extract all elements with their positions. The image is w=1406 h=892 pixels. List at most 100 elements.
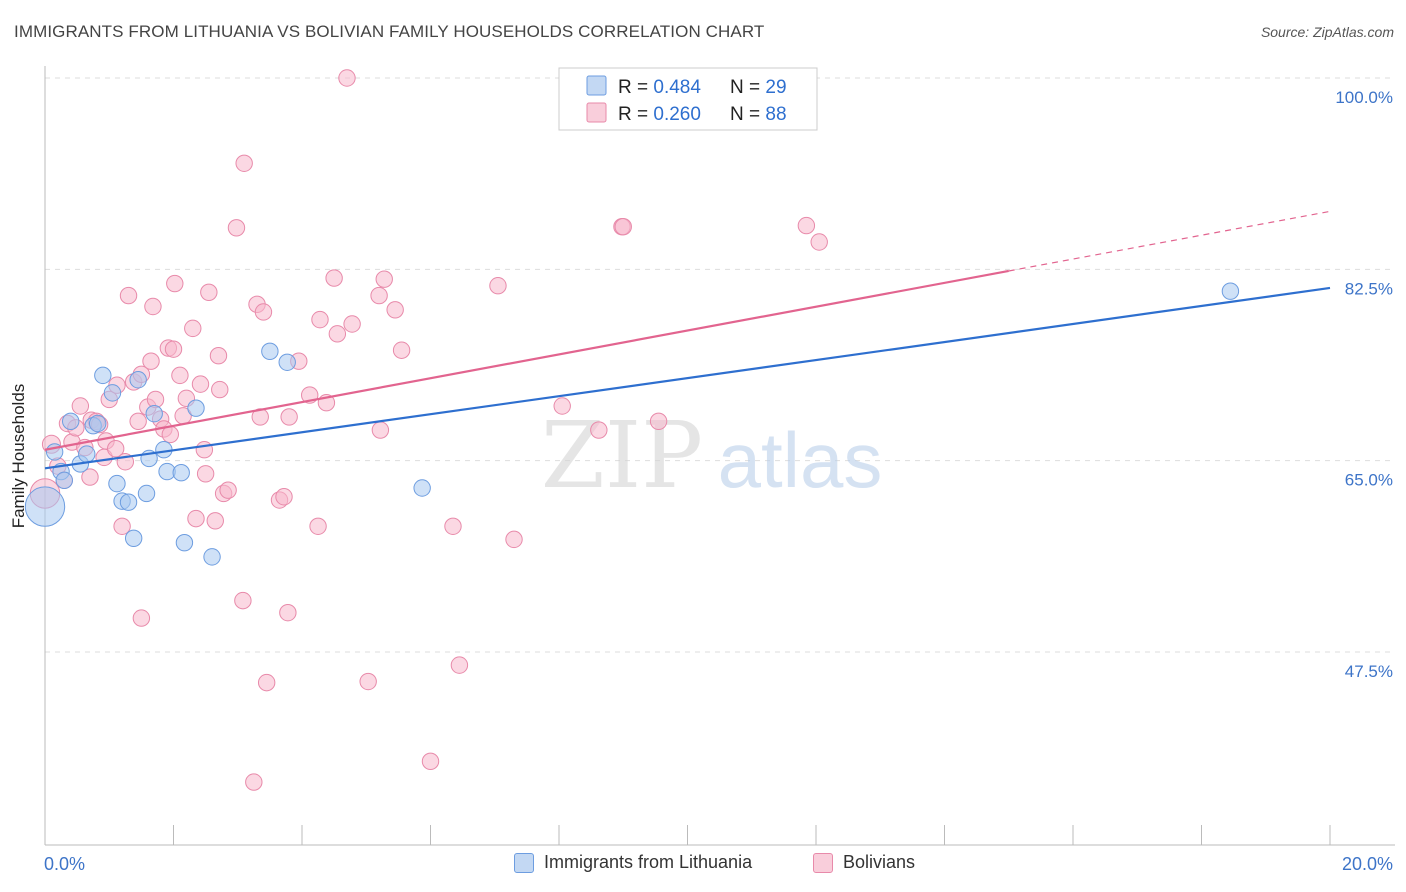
bolivians-point <box>209 347 228 365</box>
lithuania-points <box>24 282 1240 566</box>
legend-item-bolivians[interactable]: Bolivians <box>813 852 915 873</box>
trendline-bolivians <box>44 269 1009 451</box>
stats-legend-text: R = 0.260 <box>618 104 701 125</box>
lithuania-point <box>24 486 66 527</box>
lithuania-point <box>261 342 279 361</box>
bolivians-point <box>187 509 205 528</box>
bolivians-point <box>257 673 276 692</box>
legend-swatch-pink <box>813 852 833 873</box>
bolivians-point <box>553 397 571 415</box>
bolivians-point <box>275 488 293 506</box>
y-tick-label: 100.0% <box>1335 88 1393 107</box>
trendline-lithuania <box>44 286 1331 470</box>
bolivians-point <box>191 375 210 393</box>
bolivians-point <box>810 233 828 251</box>
bolivians-point <box>444 517 462 535</box>
bolivians-point <box>254 303 273 321</box>
stats-legend-n: N = 29 <box>730 77 787 98</box>
lithuania-point <box>175 533 194 552</box>
bolivians-point <box>234 591 252 610</box>
bolivians-point <box>245 773 263 791</box>
bolivians-point <box>235 154 253 172</box>
bolivians-point <box>227 219 246 237</box>
bolivians-point <box>71 397 90 415</box>
bolivians-point <box>142 352 160 370</box>
lithuania-point <box>187 399 205 417</box>
trendline-bolivians-extension <box>1008 210 1331 272</box>
lithuania-point <box>78 445 96 463</box>
lithuania-point <box>129 371 147 389</box>
bolivians-point <box>371 421 390 439</box>
lithuania-point <box>137 484 156 503</box>
legend-label-lithuania: Immigrants from Lithuania <box>544 852 753 872</box>
legend-label-bolivians: Bolivians <box>843 852 916 872</box>
bolivians-point <box>161 425 179 444</box>
bolivians-point <box>166 274 184 293</box>
bolivians-point <box>386 301 404 319</box>
lithuania-point <box>61 412 80 431</box>
bolivians-point <box>338 69 356 87</box>
source-label: Source: ZipAtlas.com <box>1260 24 1394 40</box>
stats-legend-n: N = 88 <box>730 104 787 125</box>
bolivians-point <box>590 421 608 439</box>
x-tick-label: 0.0% <box>44 854 85 874</box>
x-tick-label: 20.0% <box>1342 854 1393 874</box>
bolivians-point <box>649 412 668 431</box>
watermark-zip: ZIP <box>541 402 703 509</box>
bolivians-point <box>343 315 361 333</box>
bolivians-point <box>614 217 632 236</box>
bolivians-point <box>450 656 469 674</box>
bolivians-point <box>325 269 343 287</box>
watermark: ZIP atlas <box>541 402 882 509</box>
bolivians-point <box>279 603 297 622</box>
lithuania-point <box>108 474 126 493</box>
lithuania-point <box>88 414 107 433</box>
bolivians-point <box>129 412 147 431</box>
bolivians-point <box>421 752 440 771</box>
bolivians-point <box>505 530 523 549</box>
bolivians-point <box>370 286 388 305</box>
chart-title: IMMIGRANTS FROM LITHUANIA VS BOLIVIAN FA… <box>14 22 765 41</box>
y-tick-label: 82.5% <box>1345 279 1393 298</box>
bolivians-point <box>119 286 138 305</box>
lithuania-point <box>145 404 163 423</box>
bolivians-point <box>184 319 202 338</box>
lithuania-point <box>55 471 73 490</box>
bolivians-point <box>359 672 377 691</box>
bolivians-point <box>200 283 218 301</box>
lithuania-point <box>1221 282 1240 300</box>
lithuania-point <box>94 366 112 385</box>
axes <box>44 66 1395 846</box>
stats-legend-swatch <box>586 102 607 123</box>
bolivians-point <box>81 468 99 486</box>
bolivians-point <box>106 439 125 458</box>
bolivians-point <box>196 465 215 483</box>
lithuania-point <box>203 548 221 566</box>
bolivians-point <box>211 380 229 399</box>
legend-item-lithuania[interactable]: Immigrants from Lithuania <box>514 852 752 873</box>
trendlines <box>44 210 1331 470</box>
stats-legend: R = 0.484 N = 29 R = 0.260 N = 88 <box>558 67 818 131</box>
bolivians-point <box>219 481 237 499</box>
lithuania-point <box>103 384 122 402</box>
bolivians-point <box>328 325 347 343</box>
tick-labels: 100.0% 82.5% 65.0% 47.5% 0.0% 20.0% <box>44 88 1393 874</box>
bolivians-point <box>195 441 214 459</box>
y-tick-label: 65.0% <box>1345 471 1393 490</box>
bolivians-point <box>113 517 131 535</box>
stats-legend-text: R = 0.484 <box>618 77 701 98</box>
lithuania-point <box>278 353 296 371</box>
bolivians-point <box>164 340 183 358</box>
bolivians-points <box>29 69 828 791</box>
lithuania-point <box>172 463 190 482</box>
bolivians-point <box>309 517 327 535</box>
lithuania-point <box>124 529 143 547</box>
bolivians-point <box>280 408 298 426</box>
lithuania-point <box>119 493 138 511</box>
bolivians-point <box>132 609 151 627</box>
stats-legend-swatch <box>586 75 607 96</box>
bolivians-point <box>171 366 189 385</box>
bolivians-point <box>144 297 162 316</box>
bolivians-point <box>797 216 816 235</box>
